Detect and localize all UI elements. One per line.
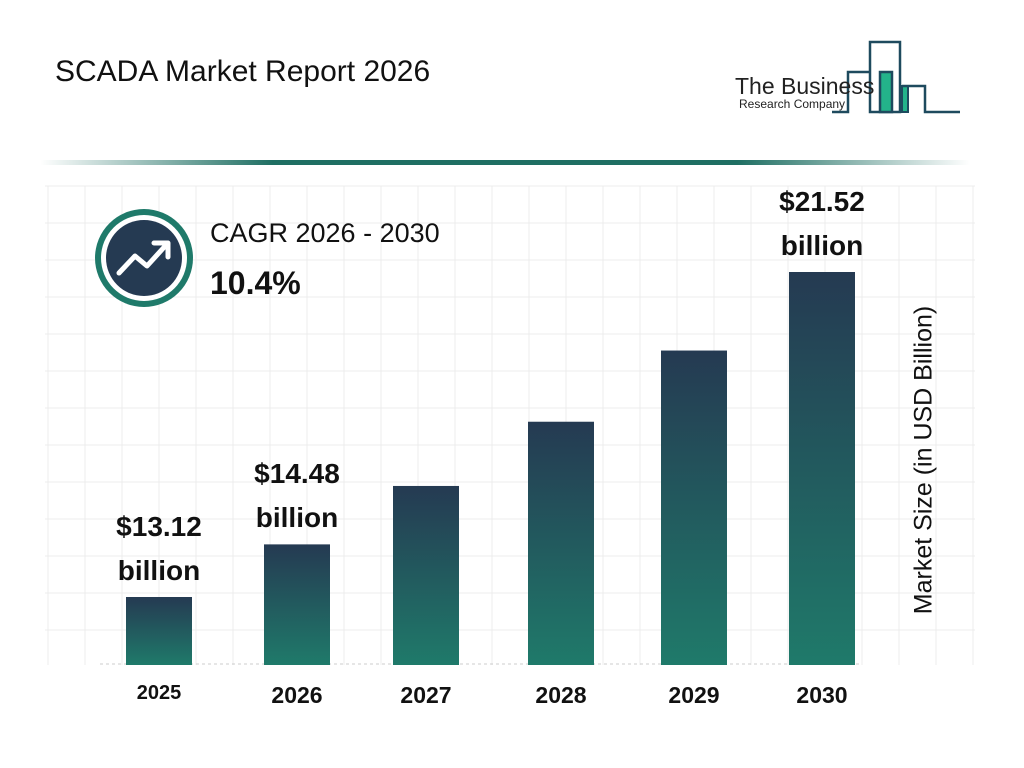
data-label: $14.48 billion: [254, 452, 340, 540]
header-divider: [40, 160, 970, 165]
x-tick-label: 2029: [668, 682, 720, 708]
data-label: $13.12 billion: [116, 505, 202, 593]
data-label-unit: billion: [117, 555, 201, 586]
logo-text-secondary: Research Company: [739, 97, 846, 111]
trend-up-arrow-icon: [95, 209, 193, 307]
x-tick-label: 2028: [535, 682, 587, 708]
bar-2028: [528, 421, 594, 665]
bar-2026: [264, 544, 330, 665]
x-tick-label: 2026: [271, 682, 323, 708]
cagr-value: 10.4%: [210, 265, 301, 301]
bar-2029: [661, 350, 727, 665]
data-label-value: $21.52: [779, 186, 865, 217]
logo-buildings-icon: [832, 40, 960, 114]
data-label-unit: billion: [780, 230, 864, 261]
data-label-value: $14.48: [254, 458, 340, 490]
bar-2025: [126, 597, 192, 665]
data-label: $21.52 billion: [779, 180, 865, 268]
x-tick-label: 2025: [136, 682, 182, 704]
x-tick-label: 2027: [400, 682, 452, 708]
cagr-label: CAGR 2026 - 2030: [210, 218, 440, 248]
data-label-unit: billion: [255, 502, 339, 534]
bar-2027: [393, 485, 459, 665]
x-tick-label: 2030: [796, 682, 848, 708]
data-label-value: $13.12: [116, 511, 202, 542]
page-title: SCADA Market Report 2026: [55, 55, 431, 88]
bar-2030: [789, 272, 855, 665]
y-axis-label: Market Size (in USD Billion): [909, 305, 938, 615]
logo-text-primary: The Business: [735, 73, 875, 99]
